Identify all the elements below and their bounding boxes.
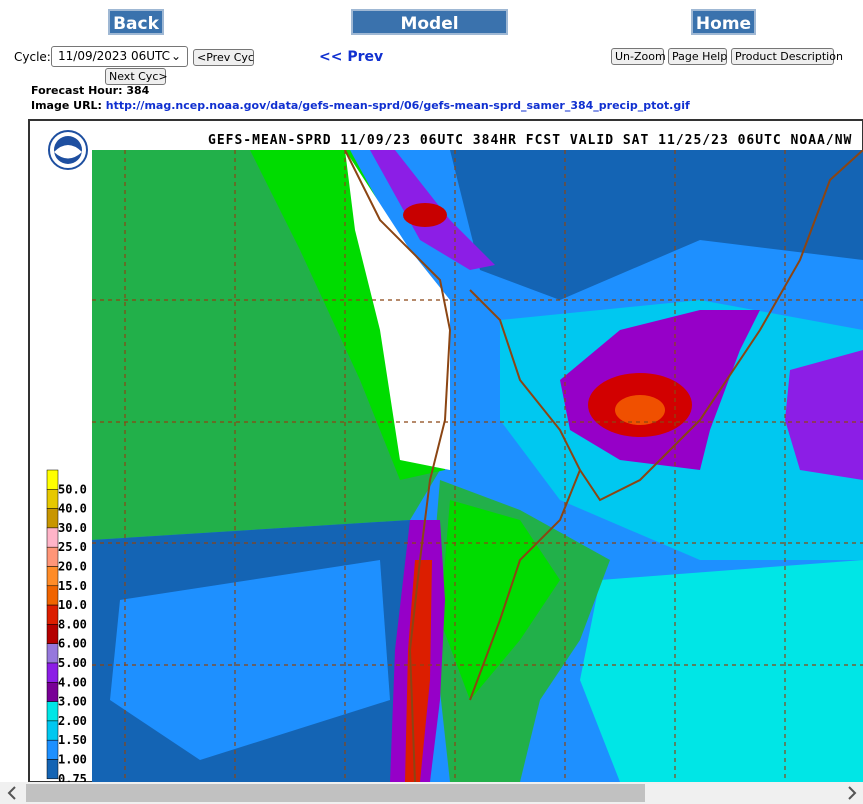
legend-swatch <box>46 585 59 606</box>
legend-swatch <box>46 508 59 529</box>
legend-swatch <box>46 739 59 760</box>
forecast-hour-value: 384 <box>126 84 150 97</box>
image-url-link[interactable]: http://mag.ncep.noaa.gov/data/gefs-mean-… <box>105 99 690 112</box>
forecast-hour-label: Forecast Hour: <box>31 84 123 97</box>
map-title: GEFS-MEAN-SPRD 11/09/23 06UTC 384HR FCST… <box>208 133 852 148</box>
home-button[interactable]: Home <box>691 9 756 35</box>
legend-label: 15.0 <box>58 579 87 593</box>
legend-swatch <box>46 720 59 741</box>
legend-label: 8.00 <box>58 617 87 631</box>
prev-link[interactable]: << Prev <box>319 49 384 65</box>
model-guidance-button[interactable]: Model Guidance <box>351 9 508 60</box>
next-cycle-button[interactable]: Next Cyc> <box>105 68 168 85</box>
forecast-hour: Forecast Hour: 384 <box>31 84 149 97</box>
legend-label: 3.00 <box>58 695 87 709</box>
legend-swatch <box>46 489 59 509</box>
legend-label: 30.0 <box>58 521 87 535</box>
legend: 50.0 40.0 30.0 25.0 20.0 15.0 10.0 8.00 6.00 5.00… <box>46 469 87 786</box>
legend-swatch <box>46 546 59 567</box>
legend-label: 2.00 <box>58 714 87 728</box>
legend-swatch <box>46 566 59 587</box>
cycle-select[interactable]: 11/09/2023 06UTC ⌄ <box>51 46 188 67</box>
legend-label: 1.00 <box>58 753 87 767</box>
noaa-logo <box>48 130 88 170</box>
legend-swatch <box>46 469 59 490</box>
back-button[interactable]: Back <box>108 9 164 35</box>
legend-label: 1.50 <box>58 733 87 747</box>
scrollbar <box>0 782 863 804</box>
legend-label: 4.00 <box>58 675 87 689</box>
legend-label: 5.00 <box>58 656 87 670</box>
legend-swatch <box>46 759 59 780</box>
scroll-right[interactable] <box>848 786 857 800</box>
legend-swatch <box>46 701 59 722</box>
scroll-left[interactable] <box>7 786 16 800</box>
product-description-button[interactable]: Product Description <box>731 48 843 65</box>
unzoom-button[interactable]: Un-Zoom <box>611 48 666 65</box>
legend-label: 10.0 <box>58 598 87 612</box>
map-field <box>92 150 863 782</box>
legend-swatch <box>46 662 59 683</box>
legend-label: 0.75 <box>58 772 87 786</box>
legend-swatch <box>46 604 59 625</box>
legend-label: 40.0 <box>58 502 87 516</box>
legend-label: 50.0 <box>58 482 87 496</box>
legend-label: 20.0 <box>58 560 87 574</box>
legend-swatch <box>46 682 59 702</box>
dropdown-arrow: ⌄ <box>170 49 181 63</box>
legend-label: 6.00 <box>58 637 87 651</box>
image-url-label: Image URL: <box>31 99 102 112</box>
image-url: Image URL: http://mag.ncep.noaa.gov/data… <box>31 99 690 112</box>
cycle-value: 11/09/2023 06UTC <box>58 49 171 63</box>
page-help-button[interactable]: Page Help <box>668 48 727 65</box>
map-frame <box>28 119 863 783</box>
legend-swatch <box>46 624 59 644</box>
legend-swatch <box>46 643 59 664</box>
prev-cycle-button[interactable]: <Prev Cyc <box>193 49 254 66</box>
legend-label: 25.0 <box>58 540 87 554</box>
scroll-thumb[interactable] <box>26 784 645 802</box>
legend-swatch <box>46 527 59 548</box>
cycle-label: Cycle: <box>14 50 51 64</box>
